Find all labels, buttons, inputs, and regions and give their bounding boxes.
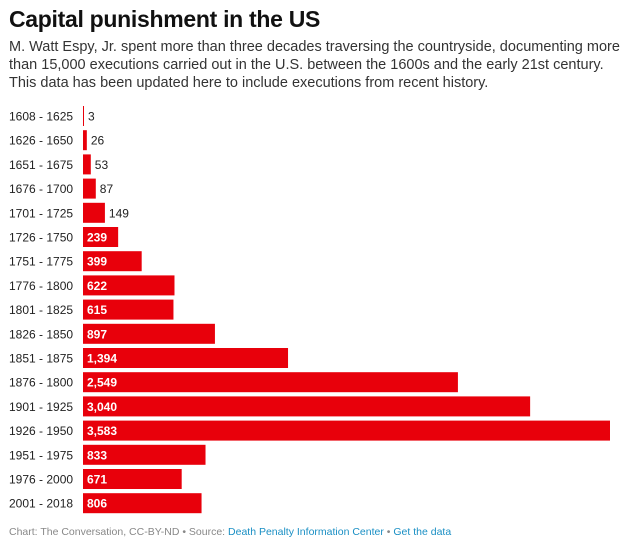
bar[interactable] [83, 444, 206, 465]
category-label: 1676 - 1700 [9, 182, 73, 196]
value-label: 1,394 [87, 352, 117, 366]
category-label: 1951 - 1975 [9, 448, 73, 462]
value-label: 26 [91, 134, 105, 148]
bar[interactable] [83, 227, 119, 247]
value-label: 833 [87, 448, 107, 462]
bar[interactable] [83, 130, 87, 151]
bar[interactable] [83, 469, 182, 489]
bar[interactable] [83, 420, 610, 441]
chart-title: Capital punishment in the US [9, 6, 321, 32]
source-link[interactable]: Death Penalty Information Center [228, 526, 384, 538]
category-label: 1826 - 1850 [9, 327, 73, 341]
value-label: 2,549 [87, 376, 117, 390]
chart-footer: Chart: The Conversation, CC-BY-ND • Sour… [9, 526, 451, 538]
bar[interactable] [83, 275, 175, 296]
value-label: 806 [87, 497, 107, 511]
category-label: 2001 - 2018 [9, 497, 73, 511]
value-label: 87 [100, 182, 114, 196]
value-label: 53 [95, 158, 109, 172]
bar[interactable] [83, 178, 96, 199]
category-label: 1851 - 1875 [9, 352, 73, 366]
category-label: 1776 - 1800 [9, 279, 73, 293]
bar[interactable] [83, 396, 531, 417]
value-label: 399 [87, 255, 107, 269]
category-label: 1876 - 1800 [9, 376, 73, 390]
value-label: 239 [87, 231, 107, 245]
value-label: 615 [87, 303, 107, 317]
category-label: 1701 - 1725 [9, 206, 73, 220]
category-label: 1976 - 2000 [9, 473, 73, 487]
bar[interactable] [83, 348, 289, 368]
bar[interactable] [83, 493, 202, 514]
footer-separator: • [383, 526, 394, 538]
category-label: 1901 - 1925 [9, 400, 73, 414]
category-label: 1651 - 1675 [9, 158, 73, 172]
category-label: 1801 - 1825 [9, 303, 73, 317]
bar[interactable] [83, 106, 84, 126]
bar[interactable] [83, 372, 458, 393]
category-label: 1751 - 1775 [9, 255, 73, 269]
value-label: 622 [87, 279, 107, 293]
value-label: 897 [87, 327, 107, 341]
value-label: 149 [109, 206, 129, 220]
bar[interactable] [83, 323, 215, 344]
category-label: 1926 - 1950 [9, 424, 73, 438]
value-label: 671 [87, 473, 107, 487]
bar[interactable] [83, 154, 91, 175]
bar[interactable] [83, 251, 142, 272]
footer-credit: Chart: The Conversation, CC-BY-ND • Sour… [9, 526, 229, 538]
get-the-data-link[interactable]: Get the data [393, 526, 452, 538]
chart-subtitle: M. Watt Espy, Jr. spent more than three … [9, 39, 620, 91]
category-label: 1626 - 1650 [9, 134, 73, 148]
category-label: 1608 - 1625 [9, 110, 73, 124]
value-label: 3,040 [87, 400, 117, 414]
bar-chart: 1608 - 1625 3 1626 - 1650 26 1651 - 1675 53 16… [9, 106, 610, 514]
bar[interactable] [83, 202, 105, 223]
category-label: 1726 - 1750 [9, 231, 73, 245]
value-label: 3,583 [87, 424, 117, 438]
bar[interactable] [83, 299, 174, 320]
value-label: 3 [88, 110, 95, 124]
